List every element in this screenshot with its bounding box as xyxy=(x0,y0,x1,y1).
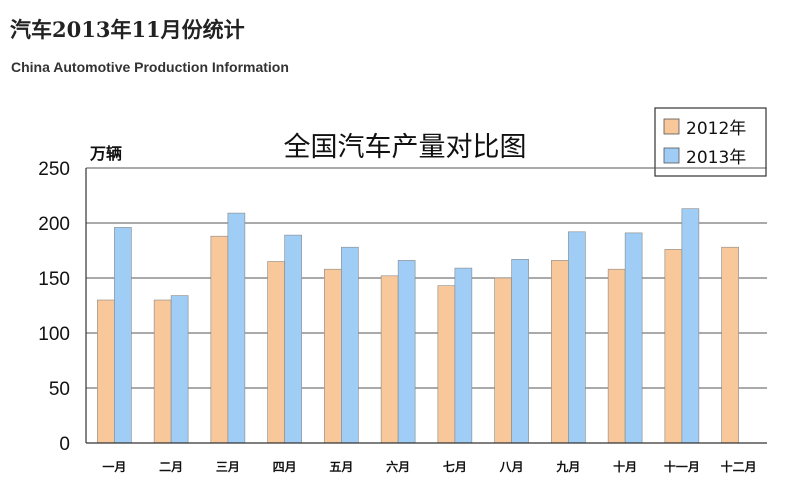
chart-title: 全国汽车产量对比图 xyxy=(284,132,527,163)
bar-2013 xyxy=(454,267,473,444)
bar-2012 xyxy=(494,277,512,444)
bar-2013 xyxy=(227,212,246,444)
bar-2013 xyxy=(568,231,586,444)
bar-2012 xyxy=(607,268,626,444)
y-axis-unit-label: 万辆 xyxy=(89,144,122,163)
y-tick-label: 200 xyxy=(38,214,70,235)
bar-2013 xyxy=(284,234,302,444)
bar-2013 xyxy=(624,232,643,444)
legend-label-2013: 2013年 xyxy=(686,148,746,168)
bar-2012 xyxy=(324,268,342,444)
page-subtitle: China Automotive Production Information xyxy=(11,59,289,75)
x-category-label: 一月 xyxy=(102,460,126,474)
gridlines xyxy=(86,167,767,389)
bar-marks xyxy=(97,208,739,444)
bar-2012 xyxy=(437,285,456,444)
x-category-label: 二月 xyxy=(159,460,183,474)
bar-2012 xyxy=(267,261,285,444)
y-tick-label: 250 xyxy=(38,159,70,180)
bar-2013 xyxy=(114,227,132,444)
y-tick-label: 0 xyxy=(59,434,70,455)
page-title: 汽车2013年11月份统计 xyxy=(10,17,245,42)
legend-label-2012: 2012年 xyxy=(686,119,746,139)
x-category-label: 十月 xyxy=(613,459,637,474)
y-tick-label: 100 xyxy=(38,324,70,345)
bar-2013 xyxy=(170,295,189,444)
y-tick-label: 150 xyxy=(38,269,70,290)
legend: 2012年 2013年 xyxy=(654,107,767,177)
y-axis-ticks: 0 50 100 150 200 250 xyxy=(38,159,70,455)
y-tick-label: 50 xyxy=(49,379,70,400)
x-category-label: 六月 xyxy=(386,459,410,474)
bar-2012 xyxy=(551,260,569,444)
bar-2012 xyxy=(721,246,739,444)
x-category-label: 四月 xyxy=(273,460,297,474)
bar-2012 xyxy=(210,235,229,444)
x-category-label: 五月 xyxy=(329,460,353,474)
x-category-label: 十一月 xyxy=(664,459,700,474)
bar-2012 xyxy=(97,299,115,444)
bar-2013 xyxy=(511,258,529,444)
legend-swatch-2013 xyxy=(663,147,680,164)
bar-2012 xyxy=(380,275,399,444)
x-category-label: 八月 xyxy=(499,460,524,474)
bar-2013 xyxy=(341,246,359,444)
bar-2013 xyxy=(397,260,416,444)
x-axis-category-labels: 一月 二月 三月 四月 五月 六月 七月 八月 九月 十月 十一月 十二月 xyxy=(102,459,756,474)
bar-2013 xyxy=(681,208,700,444)
legend-swatch-2012 xyxy=(663,118,680,135)
x-category-label: 七月 xyxy=(443,460,467,474)
bar-2012 xyxy=(153,299,172,444)
x-category-label: 十二月 xyxy=(721,459,757,474)
bar-2012 xyxy=(664,249,683,444)
x-category-label: 三月 xyxy=(216,460,240,474)
x-category-label: 九月 xyxy=(555,459,580,474)
